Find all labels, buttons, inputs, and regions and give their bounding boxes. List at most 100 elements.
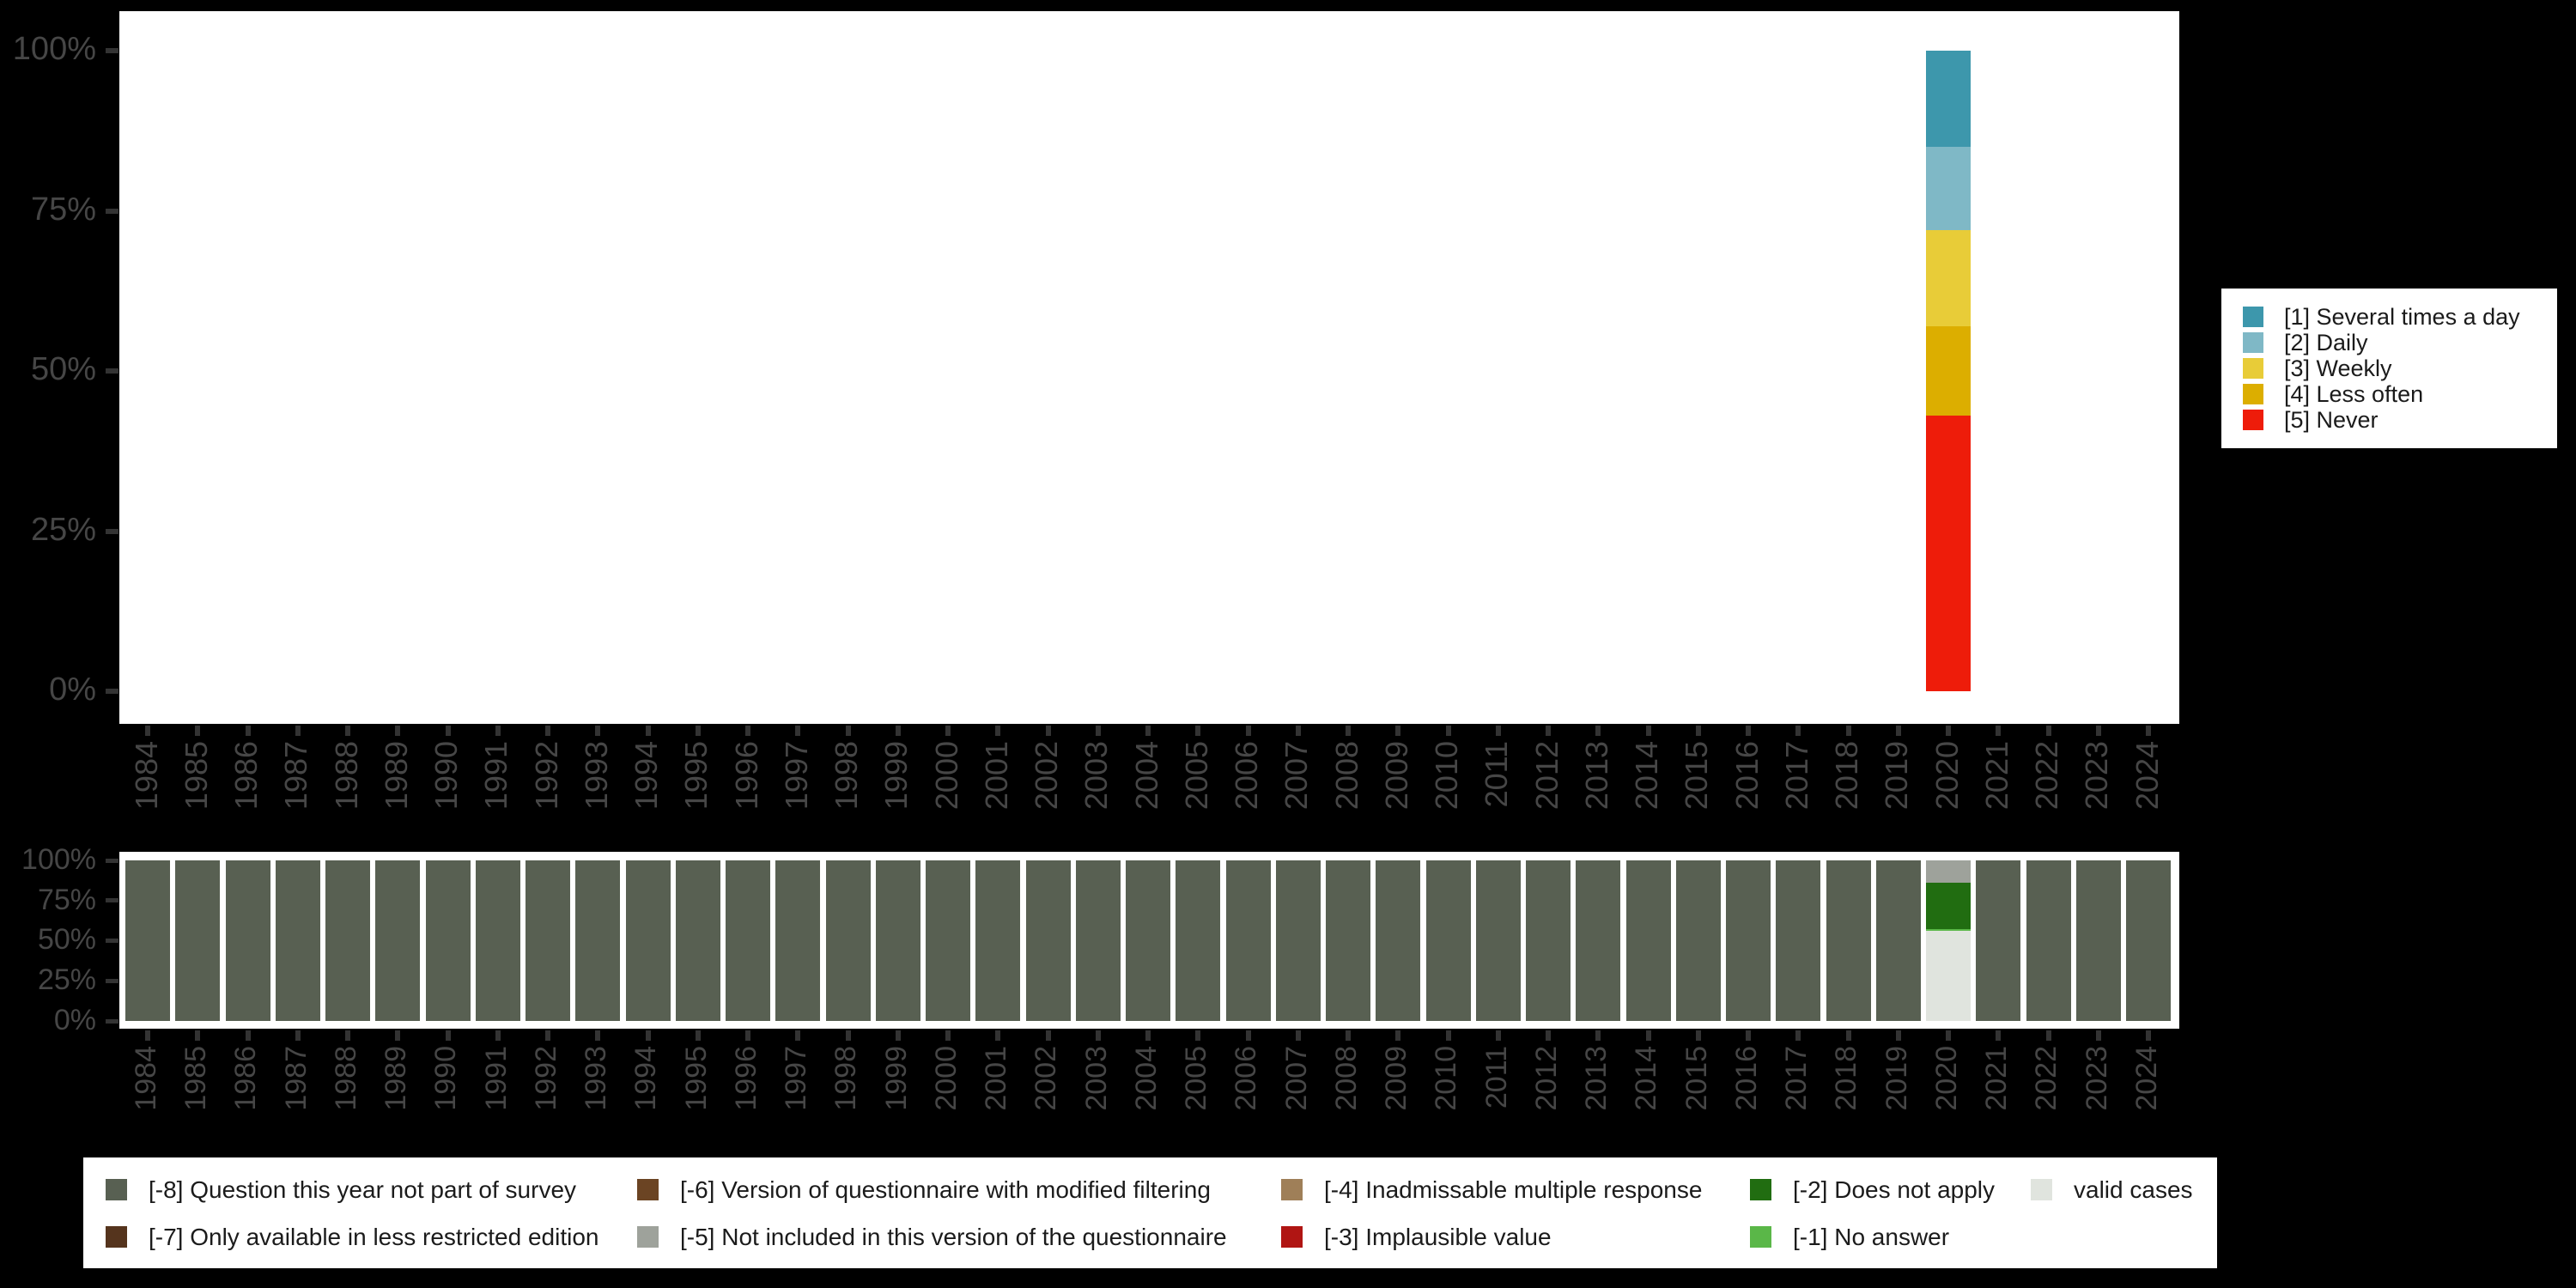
missing-values-x-axis-tick bbox=[945, 1030, 951, 1041]
frequency-x-axis-label-2013: 2013 bbox=[1578, 741, 1614, 811]
frequency-x-axis-label-2011: 2011 bbox=[1479, 741, 1515, 808]
missing-values-y-axis-label: 50% bbox=[37, 923, 96, 957]
frequency-x-axis-tick bbox=[445, 726, 451, 736]
frequency-y-axis-label: 75% bbox=[30, 191, 96, 228]
legend-item-label: [-2] Does not apply bbox=[1793, 1176, 1996, 1203]
legend-item-missing: [-8] Question this year not part of surv… bbox=[106, 1176, 576, 1203]
missing-values-x-axis-tick bbox=[1795, 1030, 1801, 1041]
legend-item-label: [-5] Not included in this version of the… bbox=[680, 1223, 1227, 1250]
missing-values-x-axis-label-1985: 1985 bbox=[179, 1046, 213, 1111]
frequency-y-axis-tick bbox=[106, 689, 118, 694]
missing-values-bar-2020-segment bbox=[1926, 929, 1971, 932]
legend-item-frequency: [1] Several times a day bbox=[2243, 304, 2557, 330]
frequency-x-axis-label-2000: 2000 bbox=[928, 741, 964, 811]
missing-values-x-axis-label-1984: 1984 bbox=[129, 1046, 162, 1111]
missing-values-x-axis-label-1990: 1990 bbox=[429, 1046, 463, 1111]
legend-swatch-icon bbox=[637, 1179, 659, 1200]
frequency-x-axis-label-2018: 2018 bbox=[1829, 741, 1865, 811]
missing-values-x-axis-label-2023: 2023 bbox=[2080, 1046, 2113, 1111]
missing-values-bar-2016-segment bbox=[1726, 860, 1771, 1021]
frequency-x-axis-label-2002: 2002 bbox=[1029, 741, 1065, 811]
frequency-x-axis-tick bbox=[1195, 726, 1201, 736]
frequency-bar-2020-segment bbox=[1926, 51, 1971, 147]
missing-values-x-axis-label-2020: 2020 bbox=[1929, 1046, 1963, 1111]
missing-values-y-axis-tick bbox=[106, 1018, 118, 1024]
missing-values-x-axis-label-1994: 1994 bbox=[629, 1046, 663, 1111]
legend-item-missing: [-1] No answer bbox=[1750, 1224, 1949, 1250]
frequency-x-axis-label-2017: 2017 bbox=[1778, 741, 1814, 811]
legend-item-frequency: [5] Never bbox=[2243, 407, 2557, 433]
legend-item-label: [3] Weekly bbox=[2284, 355, 2392, 381]
missing-values-x-axis-label-2010: 2010 bbox=[1430, 1046, 1463, 1111]
frequency-x-axis-tick bbox=[1996, 726, 2002, 736]
missing-values-y-axis-tick bbox=[106, 858, 118, 863]
missing-values-bar-2022-segment bbox=[2026, 860, 2071, 1021]
missing-values-bar-1996-segment bbox=[726, 860, 770, 1021]
legend-swatch-icon bbox=[1750, 1179, 1771, 1200]
legend-item-missing: [-4] Inadmissable multiple response bbox=[1281, 1176, 1702, 1203]
frequency-y-axis-tick bbox=[106, 208, 118, 214]
frequency-x-axis-tick bbox=[145, 726, 150, 736]
frequency-x-axis-tick bbox=[1795, 726, 1801, 736]
missing-values-x-axis-tick bbox=[445, 1030, 451, 1041]
missing-values-x-axis-label-1989: 1989 bbox=[380, 1046, 413, 1111]
frequency-x-axis-tick bbox=[1946, 726, 1951, 736]
missing-values-x-axis-label-2019: 2019 bbox=[1880, 1046, 1913, 1111]
missing-values-bar-1986-segment bbox=[225, 860, 270, 1021]
missing-values-x-axis-label-1996: 1996 bbox=[729, 1046, 762, 1111]
missing-values-x-axis-label-1992: 1992 bbox=[529, 1046, 562, 1111]
legend-item-label: [1] Several times a day bbox=[2284, 303, 2520, 330]
frequency-bar-2020-segment bbox=[1926, 146, 1971, 230]
missing-values-bar-2024-segment bbox=[2126, 860, 2171, 1021]
missing-values-x-axis-tick bbox=[1645, 1030, 1651, 1041]
frequency-x-axis-label-2015: 2015 bbox=[1679, 741, 1715, 811]
frequency-x-axis-tick bbox=[545, 726, 550, 736]
frequency-x-axis-tick bbox=[1845, 726, 1851, 736]
missing-values-x-axis-tick bbox=[1495, 1030, 1501, 1041]
frequency-x-axis-tick bbox=[1595, 726, 1601, 736]
legend-item-missing: [-3] Implausible value bbox=[1281, 1224, 1552, 1250]
legend-swatch-icon bbox=[1281, 1179, 1303, 1200]
frequency-x-axis-tick bbox=[1645, 726, 1651, 736]
missing-values-bar-2009-segment bbox=[1376, 860, 1421, 1021]
missing-values-x-axis-tick bbox=[1346, 1030, 1351, 1041]
missing-values-legend: [-8] Question this year not part of surv… bbox=[83, 1157, 2217, 1268]
missing-values-bar-2011-segment bbox=[1475, 860, 1521, 1021]
missing-values-bar-1995-segment bbox=[675, 860, 720, 1021]
missing-values-x-axis-tick bbox=[745, 1030, 750, 1041]
frequency-x-axis-tick bbox=[495, 726, 501, 736]
legend-item-label: [5] Never bbox=[2284, 406, 2379, 433]
missing-values-bar-1984-segment bbox=[125, 860, 170, 1021]
missing-values-x-axis-tick bbox=[1946, 1030, 1951, 1041]
missing-values-bar-1988-segment bbox=[325, 860, 370, 1021]
missing-values-y-axis-label: 75% bbox=[37, 883, 96, 916]
missing-values-x-axis-label-2018: 2018 bbox=[1830, 1046, 1863, 1111]
missing-values-y-axis-tick bbox=[106, 978, 118, 983]
missing-values-y-axis-tick bbox=[106, 898, 118, 903]
missing-values-bar-2012-segment bbox=[1526, 860, 1571, 1021]
frequency-x-axis-label-2009: 2009 bbox=[1378, 741, 1414, 811]
legend-item-label: valid cases bbox=[2074, 1176, 2193, 1203]
frequency-x-axis-tick bbox=[1895, 726, 1901, 736]
frequency-x-axis-label-2006: 2006 bbox=[1229, 741, 1265, 811]
frequency-x-axis-tick bbox=[2146, 726, 2151, 736]
missing-values-x-axis-tick bbox=[1695, 1030, 1701, 1041]
missing-values-x-axis-label-2008: 2008 bbox=[1329, 1046, 1363, 1111]
frequency-x-axis-label-1984: 1984 bbox=[128, 741, 164, 811]
missing-values-x-axis-label-1991: 1991 bbox=[479, 1046, 513, 1111]
missing-values-bar-2003-segment bbox=[1075, 860, 1121, 1021]
frequency-x-axis-label-1997: 1997 bbox=[778, 741, 814, 811]
frequency-x-axis-label-1991: 1991 bbox=[478, 741, 514, 811]
missing-values-bar-1985-segment bbox=[175, 860, 221, 1021]
frequency-x-axis-label-1987: 1987 bbox=[278, 741, 314, 811]
frequency-x-axis-tick bbox=[1295, 726, 1301, 736]
missing-values-y-axis-tick bbox=[106, 939, 118, 943]
missing-values-x-axis-label-1995: 1995 bbox=[679, 1046, 713, 1111]
frequency-x-axis-label-1988: 1988 bbox=[328, 741, 364, 811]
missing-values-x-axis-label-2015: 2015 bbox=[1680, 1046, 1713, 1111]
missing-values-x-axis-tick bbox=[2146, 1030, 2151, 1041]
frequency-x-axis-label-2001: 2001 bbox=[978, 741, 1014, 811]
missing-values-x-axis-tick bbox=[495, 1030, 501, 1041]
frequency-y-axis-tick bbox=[106, 368, 118, 374]
